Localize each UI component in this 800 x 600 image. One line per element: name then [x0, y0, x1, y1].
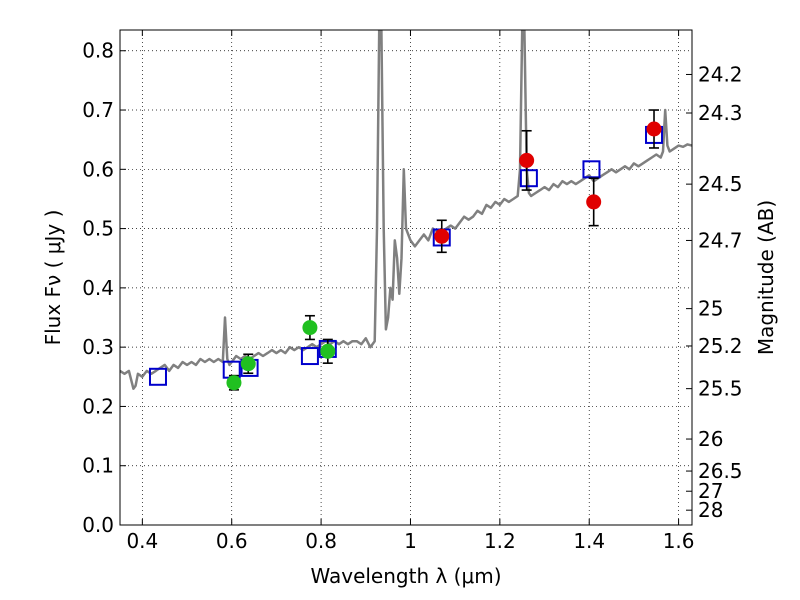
grid	[120, 30, 692, 526]
right-tick-label: 24.3	[698, 101, 743, 125]
data-point	[240, 356, 256, 372]
model-square-point	[148, 367, 167, 386]
data-point	[434, 228, 450, 244]
y-axis-label: Flux Fν ( μJy )	[41, 210, 65, 346]
right-tick-label: 27	[698, 479, 723, 503]
data-point	[519, 152, 535, 168]
right-tick-label: 26.5	[698, 459, 743, 483]
y-tick-label: 0.7	[82, 98, 114, 122]
right-tick-label: 26	[698, 427, 723, 451]
spectrum-line	[120, 30, 692, 390]
right-tick-label: 25.2	[698, 334, 743, 358]
data-point	[226, 375, 242, 391]
x-tick-label: 1.2	[484, 529, 516, 553]
model-square-point	[300, 347, 319, 366]
axes: 0.4 0.6 0.8 1 1.2 1.4 1.6 0.0 0.1 0.2 0.3 0.4 0.5 0.6…	[82, 30, 743, 553]
right-tick-label: 24.7	[698, 228, 743, 252]
x-tick-label: 0.6	[216, 529, 248, 553]
y-tick-label: 0.3	[82, 335, 114, 359]
y-tick-label: 0.5	[82, 217, 114, 241]
data-point	[302, 320, 318, 336]
x-axis-label: Wavelength λ (μm)	[310, 564, 501, 588]
y-tick-label: 0.1	[82, 454, 114, 478]
y-tick-label: 0.2	[82, 394, 114, 418]
y-tick-label: 0.6	[82, 157, 114, 181]
x-tick-label: 0.8	[305, 529, 337, 553]
x-tick-label: 1.4	[573, 529, 605, 553]
x-tick-label: 1.6	[663, 529, 695, 553]
data-point	[586, 194, 602, 210]
plot-area	[120, 30, 692, 391]
x-tick-label: 1	[404, 529, 417, 553]
data-point	[320, 343, 336, 359]
y-tick-label: 0.4	[82, 276, 114, 300]
model-square-point	[582, 160, 601, 179]
right-tick-label: 24.5	[698, 172, 743, 196]
right-tick-label: 28	[698, 498, 723, 522]
data-point	[646, 121, 662, 137]
right-y-axis-label: Magnitude (AB)	[754, 200, 778, 355]
y-tick-label: 0.8	[82, 39, 114, 63]
model-square-point	[519, 169, 538, 188]
x-tick-label: 0.4	[126, 529, 158, 553]
right-tick-label: 25.5	[698, 377, 743, 401]
y-tick-label: 0.0	[82, 513, 114, 537]
right-tick-label: 25	[698, 297, 723, 321]
plot-frame	[119, 29, 693, 526]
right-tick-label: 24.2	[698, 62, 743, 86]
